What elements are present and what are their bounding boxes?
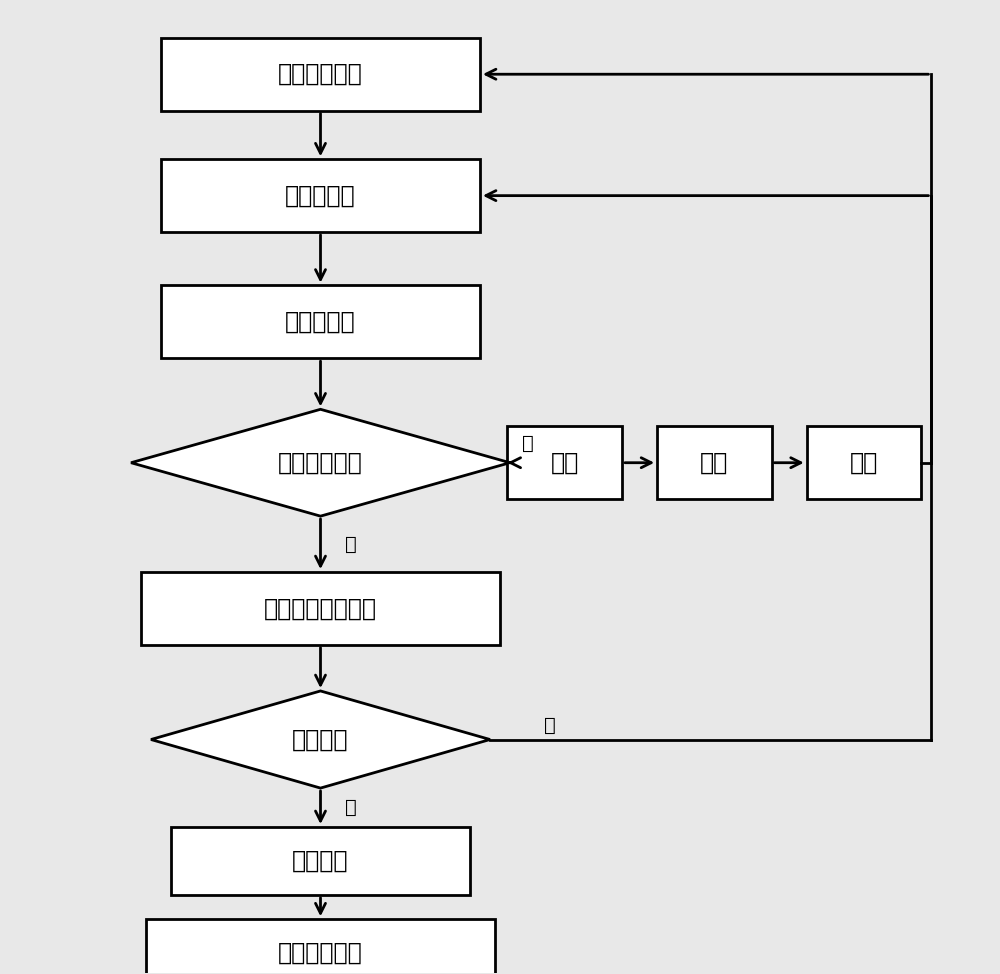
Text: 否: 否 [544,716,556,734]
Bar [146,919,495,974]
Bar [807,427,921,499]
Text: 计算目标值: 计算目标值 [285,184,356,207]
Text: 变异: 变异 [850,451,878,474]
Bar [171,827,470,895]
Polygon shape [131,409,510,516]
Text: 否: 否 [522,433,534,453]
Polygon shape [151,691,490,788]
Text: 交叉: 交叉 [700,451,729,474]
Bar [161,159,480,232]
Text: 是: 是 [345,798,356,817]
Text: 达到遗传要求: 达到遗传要求 [278,451,363,474]
Bar [141,572,500,645]
Text: 网络测试: 网络测试 [292,728,349,752]
Text: 是: 是 [345,535,356,553]
Text: 相关参数设置: 相关参数设置 [278,62,363,87]
Bar [161,285,480,358]
Text: 小波神经网络训练: 小波神经网络训练 [264,596,377,620]
Text: 计算适应度: 计算适应度 [285,310,356,334]
Text: 样本分类: 样本分类 [292,849,349,873]
Bar [507,427,622,499]
Text: 选择: 选择 [551,451,579,474]
Text: 底质分类结果: 底质分类结果 [278,941,363,965]
Bar [657,427,772,499]
Bar [161,38,480,111]
